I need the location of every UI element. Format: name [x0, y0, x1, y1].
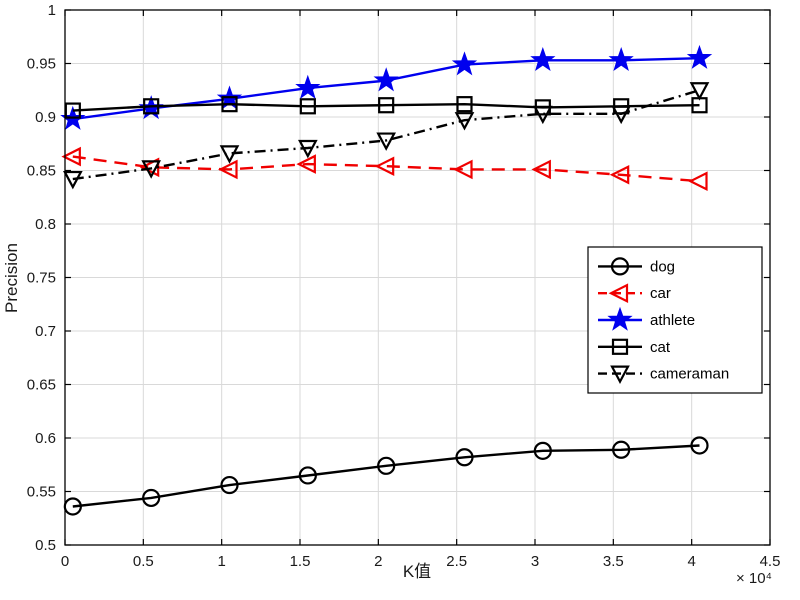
legend-entry-cat: cat	[598, 338, 671, 356]
x-tick-label: 0	[61, 553, 69, 570]
y-tick-label: 0.55	[27, 484, 56, 501]
legend-label: dog	[650, 258, 675, 275]
data-series	[60, 44, 713, 516]
y-axis-label: Precision	[2, 243, 21, 313]
legend-label: car	[650, 285, 671, 302]
x-tick-label: 3	[531, 553, 539, 570]
y-tick-label: 0.9	[35, 109, 56, 126]
x-tick-label: 2	[374, 553, 382, 570]
y-tick-label: 0.95	[27, 56, 56, 73]
y-tick-label: 0.5	[35, 537, 56, 554]
series-cat	[64, 96, 708, 119]
series-car	[61, 146, 708, 191]
x-tick-label: 0.5	[133, 553, 154, 570]
x-tick-label: 3.5	[603, 553, 624, 570]
y-tick-label: 0.75	[27, 270, 56, 287]
y-tick-label: 0.6	[35, 430, 56, 447]
legend-label: athlete	[650, 312, 695, 329]
x-axis-multiplier: × 10⁴	[736, 570, 772, 587]
x-axis-label: K值	[403, 562, 431, 581]
y-tick-label: 0.7	[35, 323, 56, 340]
legend: dog car athlete cat cameraman	[587, 246, 763, 394]
legend-label: cameraman	[650, 366, 729, 383]
x-tick-label: 1.5	[290, 553, 311, 570]
legend-label: cat	[650, 339, 671, 356]
legend-entry-athlete: athlete	[598, 306, 695, 331]
series-cameraman	[63, 82, 710, 190]
y-tick-label: 0.8	[35, 216, 56, 233]
x-tick-label: 4.5	[760, 553, 781, 570]
legend-entry-cameraman: cameraman	[598, 365, 729, 384]
legend-entry-dog: dog	[598, 257, 675, 276]
x-tick-label: 1	[217, 553, 225, 570]
x-tick-label: 4	[687, 553, 695, 570]
y-tick-label: 0.85	[27, 163, 56, 180]
y-tick-label: 0.65	[27, 377, 56, 394]
series-dog	[63, 436, 709, 516]
axes: 0 0.5 1 1.5 2 2.5 3 3.5 4 4.5 0.5 0.55 0.6 0.65 0.7 0.7…	[27, 2, 781, 570]
x-tick-label: 2.5	[446, 553, 467, 570]
y-tick-label: 1	[48, 2, 56, 19]
legend-entry-car: car	[598, 283, 671, 303]
